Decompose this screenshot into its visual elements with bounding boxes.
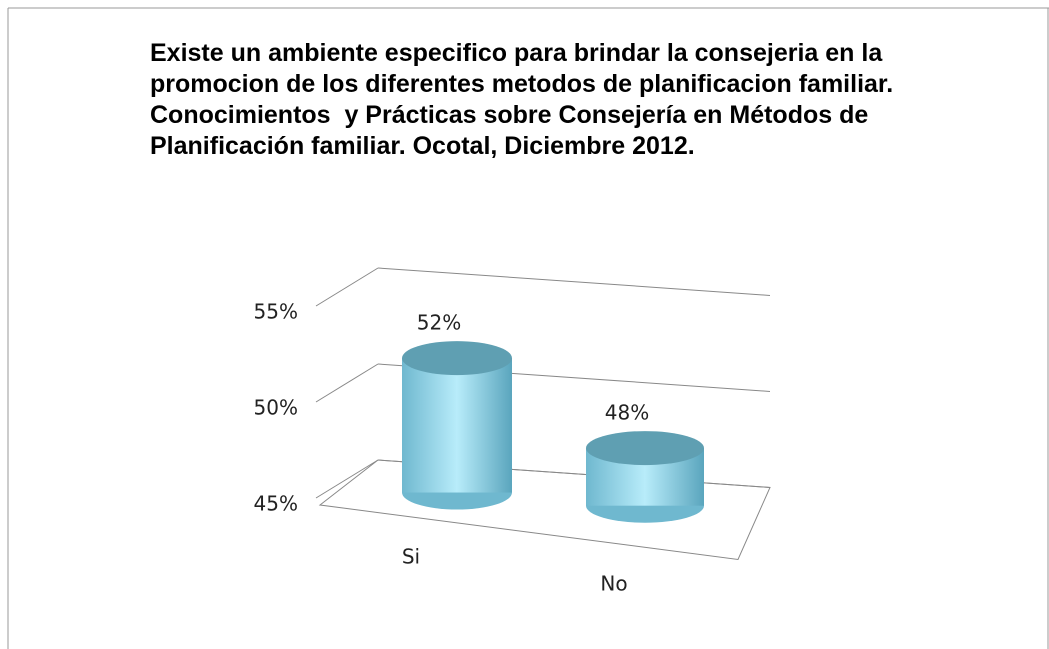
grid-line — [315, 459, 379, 499]
bar — [402, 358, 512, 493]
x-tick-label: Si — [402, 545, 420, 569]
grid-line — [377, 267, 771, 296]
y-tick-label: 50% — [254, 396, 298, 420]
grid-line — [315, 267, 379, 307]
chart-title: Existe un ambiente especifico para brind… — [150, 39, 908, 160]
bar-top — [586, 431, 704, 466]
y-tick-label: 55% — [254, 300, 298, 324]
x-tick-label: No — [600, 572, 627, 596]
grid-line — [315, 363, 379, 403]
y-tick-label: 45% — [254, 492, 298, 516]
data-label: 48% — [605, 401, 649, 425]
data-label: 52% — [417, 311, 461, 335]
bar-top — [402, 341, 512, 376]
